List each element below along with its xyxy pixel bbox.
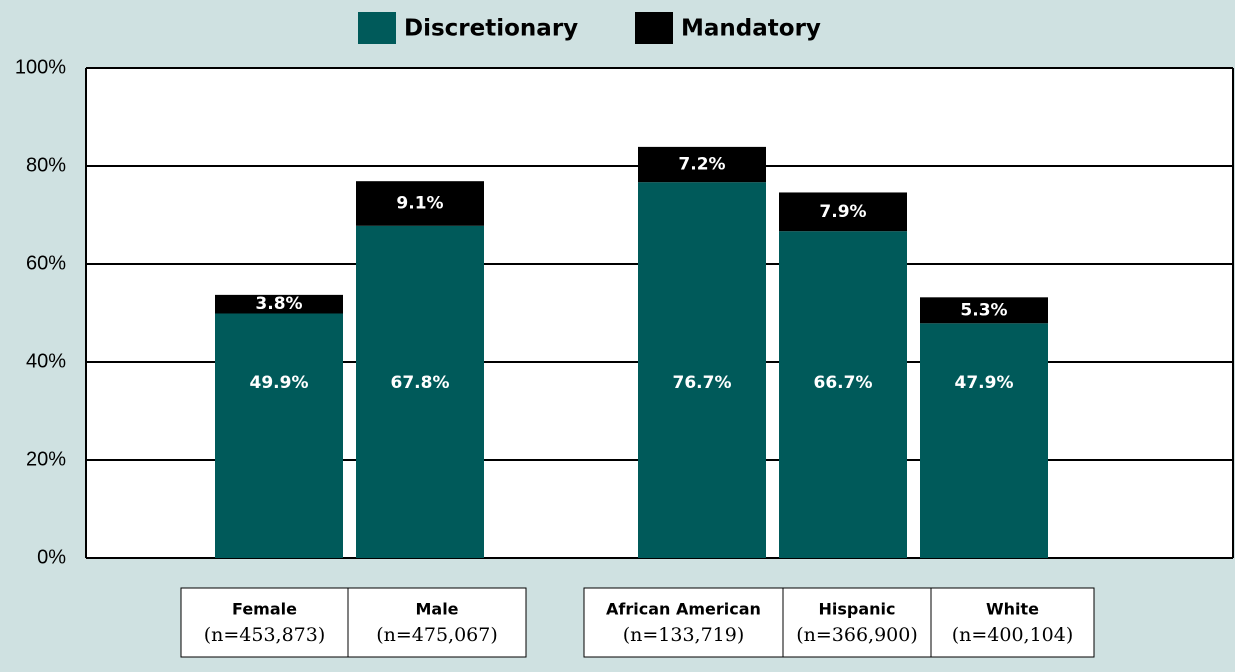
y-tick-label: 20% (26, 448, 66, 470)
y-tick-label: 80% (26, 154, 66, 176)
category-box (782, 587, 932, 658)
legend-swatch (635, 12, 673, 44)
y-tick-label: 60% (26, 252, 66, 274)
category-note: (n=453,873) (204, 624, 326, 646)
y-tick-label: 0% (37, 546, 66, 568)
y-tick-label: 100% (15, 56, 66, 78)
category-note: (n=475,067) (376, 624, 498, 646)
value-label: 66.7% (814, 373, 873, 393)
legend-label: Mandatory (681, 16, 821, 42)
value-label: 9.1% (396, 193, 443, 213)
category-box (347, 587, 527, 658)
category-note: (n=400,104) (952, 624, 1074, 646)
x-tick-label: Female (232, 600, 297, 619)
bar-segment (215, 294, 343, 314)
legend-swatch (358, 12, 396, 44)
value-label: 3.8% (255, 294, 302, 314)
category-note: (n=366,900) (796, 624, 918, 646)
legend-label: Discretionary (404, 16, 578, 42)
value-label: 7.9% (819, 202, 866, 222)
x-tick-label: White (986, 600, 1039, 619)
value-label: 5.3% (960, 300, 1007, 320)
category-box (930, 587, 1095, 658)
category-box (583, 587, 784, 658)
category-box (180, 587, 349, 658)
bar-segment (356, 181, 484, 226)
y-tick-label: 40% (26, 350, 66, 372)
value-label: 7.2% (678, 155, 725, 175)
x-tick-label: African American (606, 600, 761, 619)
bar-segment (779, 231, 907, 559)
x-tick-label: Male (415, 600, 458, 619)
category-note: (n=133,719) (623, 624, 745, 646)
bar-segment (920, 323, 1048, 558)
bar-segment (920, 297, 1048, 324)
value-label: 47.9% (955, 373, 1014, 393)
bar-segment (779, 192, 907, 232)
bar-segment (215, 313, 343, 558)
bar-segment (638, 146, 766, 183)
bar-segment (356, 225, 484, 558)
value-label: 76.7% (673, 373, 732, 393)
value-label: 67.8% (391, 373, 450, 393)
bar-segment (638, 182, 766, 559)
x-tick-label: Hispanic (818, 600, 895, 619)
value-label: 49.9% (250, 373, 309, 393)
